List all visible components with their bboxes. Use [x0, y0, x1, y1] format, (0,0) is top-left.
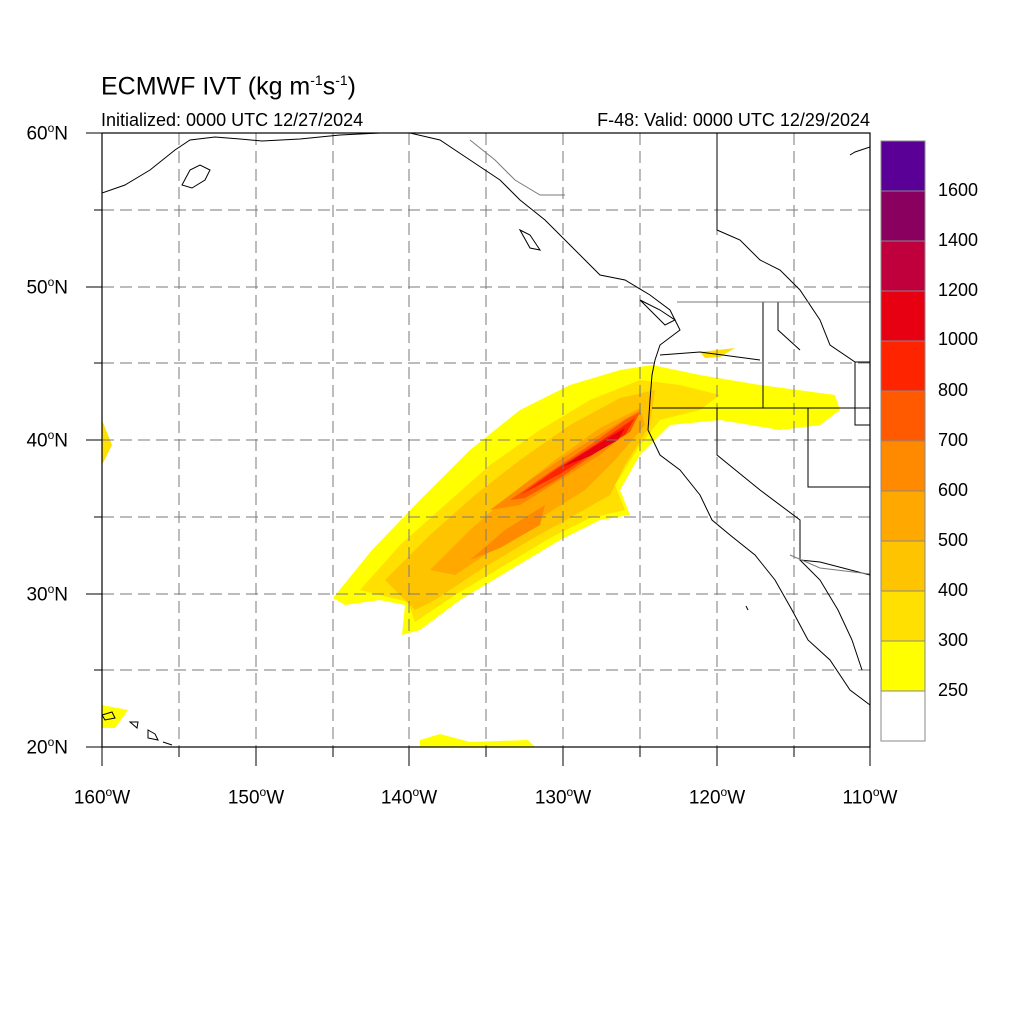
colorbar-label-1200: 1200	[938, 280, 979, 300]
lon-label-150w: 150oW	[227, 785, 285, 809]
lat-label-50: 50oN	[26, 275, 68, 299]
colorbar-box	[880, 440, 926, 492]
colorbar-box	[880, 140, 926, 192]
colorbar-label-800: 800	[938, 380, 969, 400]
colorbar-label-400: 400	[938, 580, 969, 600]
colorbar-label-600: 600	[938, 480, 969, 500]
colorbar-label-700: 700	[938, 430, 969, 450]
lon-label-120w: 120oW	[688, 785, 746, 809]
colorbar-box	[880, 490, 926, 542]
colorbar-label-1400: 1400	[938, 230, 979, 250]
colorbar-box	[880, 540, 926, 592]
colorbar-box	[880, 340, 926, 392]
lon-ticks	[101, 747, 871, 766]
colorbar-box	[880, 390, 926, 442]
lat-label-30: 30oN	[26, 582, 68, 606]
coastlines	[102, 133, 870, 746]
colorbar-box	[880, 190, 926, 242]
lon-label-140w: 140oW	[380, 785, 438, 809]
lat-label-20: 20oN	[26, 735, 68, 759]
lon-label-110w: 110oW	[842, 785, 898, 809]
lon-label-160w: 160oW	[73, 785, 131, 809]
colorbar-box	[880, 290, 926, 342]
lon-label-130w: 130oW	[534, 785, 592, 809]
initialized-time: Initialized: 0000 UTC 12/27/2024	[101, 110, 364, 130]
colorbar-box	[880, 690, 926, 742]
colorbar-label-300: 300	[938, 630, 969, 650]
lat-label-60: 60oN	[26, 121, 68, 145]
colorbar-label-1000: 1000	[938, 329, 979, 349]
colorbar-label-500: 500	[938, 530, 969, 550]
chart-title: ECMWF IVT (kg m-1s-1)	[101, 72, 356, 101]
colorbar-box	[880, 240, 926, 292]
lat-label-40: 40oN	[26, 428, 68, 452]
lat-lon-grid	[102, 133, 870, 747]
lat-ticks	[86, 132, 102, 748]
colorbar-label-1600: 1600	[938, 180, 979, 200]
colorbar-box	[880, 590, 926, 642]
valid-time: F-48: Valid: 0000 UTC 12/29/2024	[597, 110, 870, 130]
colorbar-box	[880, 640, 926, 692]
national-border	[469, 139, 870, 575]
colorbar-label-250: 250	[938, 680, 969, 700]
